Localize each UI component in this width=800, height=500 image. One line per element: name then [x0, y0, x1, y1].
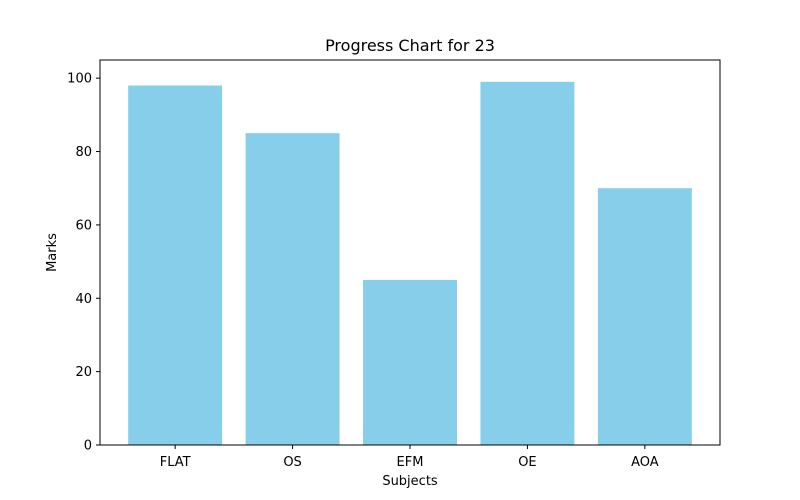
x-tick-label: EFM	[397, 455, 424, 470]
y-tick-label: 60	[75, 218, 92, 233]
x-tick-label: OE	[518, 455, 536, 470]
bar-os	[245, 133, 340, 445]
y-tick-label: 80	[75, 145, 92, 160]
bar-efm	[363, 279, 457, 445]
y-tick-label: 100	[67, 72, 92, 87]
bar-aoa	[597, 188, 692, 445]
y-axis-ticks: 0 20 40 60 80 100	[67, 72, 100, 454]
x-tick-label: OS	[283, 455, 301, 470]
plot-frame	[99, 59, 721, 446]
x-tick-label: AOA	[631, 455, 659, 470]
x-tick-label: FLAT	[160, 455, 191, 470]
bars-group	[128, 81, 692, 445]
y-tick-label: 20	[75, 365, 92, 380]
y-axis-label: Marks	[45, 233, 60, 272]
y-tick-label: 40	[75, 292, 92, 307]
x-axis-ticks: FLAT OS EFM OE AOA	[160, 445, 659, 470]
chart-title: Progress Chart for 23	[325, 36, 495, 55]
x-axis-label: Subjects	[382, 474, 438, 489]
bar-flat	[128, 85, 223, 445]
bar-oe	[480, 81, 575, 445]
y-tick-label: 0	[84, 439, 92, 454]
